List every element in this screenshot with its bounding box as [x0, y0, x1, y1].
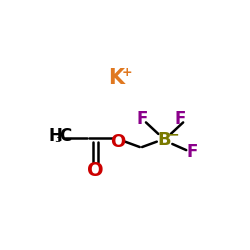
Text: F: F — [136, 110, 148, 128]
Text: F: F — [187, 143, 198, 161]
Text: 3: 3 — [54, 134, 62, 143]
Text: F: F — [174, 110, 186, 128]
Text: +: + — [122, 66, 133, 79]
Text: O: O — [87, 162, 104, 180]
Text: O: O — [110, 133, 126, 151]
Text: −: − — [167, 127, 179, 141]
Text: K: K — [108, 68, 124, 88]
Text: H: H — [48, 127, 62, 145]
Text: C: C — [59, 127, 72, 145]
Text: B: B — [158, 131, 171, 149]
